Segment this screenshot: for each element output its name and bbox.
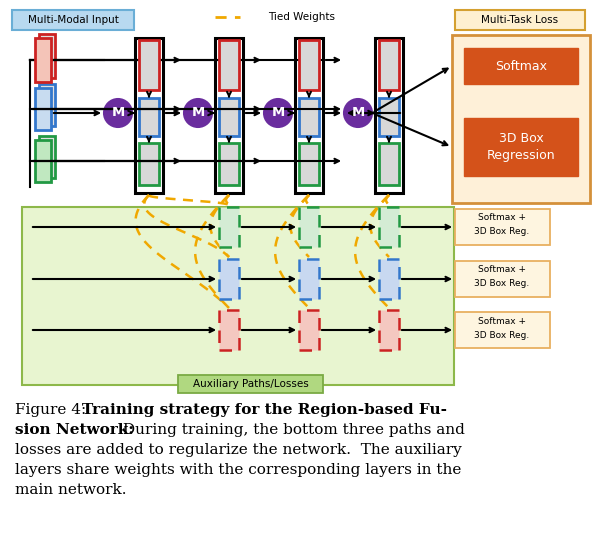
Text: 3D Box: 3D Box: [499, 133, 543, 145]
Bar: [35, 140, 51, 182]
Bar: [39, 136, 55, 178]
Bar: [299, 40, 319, 90]
Bar: [379, 207, 399, 247]
Bar: [299, 143, 319, 185]
Text: sion Network:: sion Network:: [15, 423, 134, 437]
Text: M: M: [352, 107, 365, 119]
Text: Multi-Modal Input: Multi-Modal Input: [28, 15, 118, 25]
Text: During training, the bottom three paths and: During training, the bottom three paths …: [118, 423, 465, 437]
Text: Softmax +: Softmax +: [478, 316, 526, 326]
Bar: [455, 10, 585, 30]
Bar: [375, 38, 403, 193]
Text: Training strategy for the Region-based Fu-: Training strategy for the Region-based F…: [82, 403, 447, 417]
Text: M: M: [112, 107, 125, 119]
Bar: [22, 207, 454, 385]
Text: Softmax +: Softmax +: [478, 265, 526, 274]
Text: main network.: main network.: [15, 483, 127, 497]
Text: M: M: [191, 107, 204, 119]
Text: 3D Box Reg.: 3D Box Reg.: [475, 279, 529, 289]
Bar: [299, 259, 319, 299]
Bar: [219, 207, 239, 247]
Bar: [379, 40, 399, 90]
Bar: [299, 207, 319, 247]
Bar: [455, 312, 550, 348]
Bar: [39, 34, 55, 78]
Text: M: M: [271, 107, 285, 119]
Text: Softmax +: Softmax +: [478, 213, 526, 222]
Text: Figure 4:: Figure 4:: [15, 403, 86, 417]
Text: Tied Weights: Tied Weights: [268, 12, 335, 22]
Text: Multi-Task Loss: Multi-Task Loss: [481, 15, 558, 25]
Text: layers share weights with the corresponding layers in the: layers share weights with the correspond…: [15, 463, 461, 477]
Text: Softmax: Softmax: [495, 60, 547, 72]
Bar: [139, 40, 159, 90]
Bar: [39, 84, 55, 126]
Text: losses are added to regularize the network.  The auxiliary: losses are added to regularize the netwo…: [15, 443, 462, 457]
Bar: [464, 118, 578, 176]
Bar: [219, 310, 239, 350]
Bar: [139, 98, 159, 136]
Text: Auxiliary Paths/Losses: Auxiliary Paths/Losses: [192, 379, 308, 389]
Bar: [178, 375, 323, 393]
Bar: [12, 10, 134, 30]
Text: Regression: Regression: [487, 149, 555, 161]
Bar: [35, 88, 51, 130]
Bar: [455, 261, 550, 297]
Bar: [379, 143, 399, 185]
Text: 3D Box Reg.: 3D Box Reg.: [475, 227, 529, 237]
Bar: [219, 259, 239, 299]
Bar: [299, 310, 319, 350]
Bar: [35, 38, 51, 82]
Bar: [295, 38, 323, 193]
Bar: [135, 38, 163, 193]
Bar: [139, 143, 159, 185]
Circle shape: [104, 99, 132, 127]
Bar: [379, 259, 399, 299]
Bar: [219, 40, 239, 90]
Bar: [215, 38, 243, 193]
Bar: [299, 98, 319, 136]
Bar: [379, 310, 399, 350]
Text: 3D Box Reg.: 3D Box Reg.: [475, 331, 529, 340]
Bar: [219, 143, 239, 185]
Bar: [379, 98, 399, 136]
Circle shape: [344, 99, 372, 127]
Bar: [452, 35, 590, 203]
Bar: [464, 48, 578, 84]
Bar: [219, 98, 239, 136]
Circle shape: [184, 99, 212, 127]
Bar: [455, 209, 550, 245]
Circle shape: [264, 99, 292, 127]
